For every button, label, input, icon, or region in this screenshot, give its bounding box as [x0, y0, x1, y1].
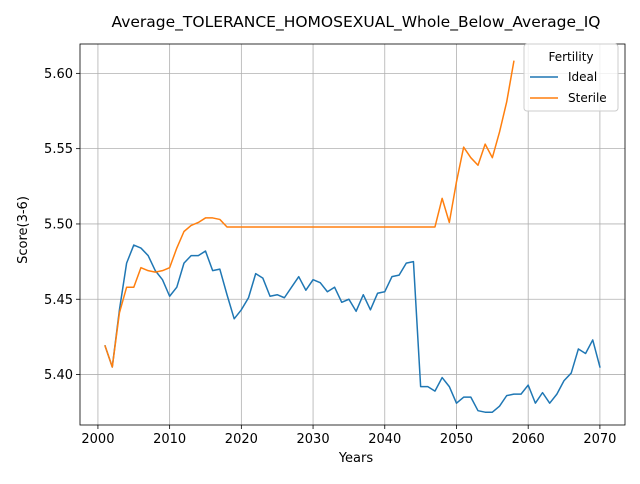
x-tick-label: 2050 — [440, 432, 473, 447]
y-tick-label: 5.45 — [44, 293, 73, 308]
y-tick-label: 5.55 — [44, 142, 73, 157]
plot-frame — [79, 43, 626, 426]
legend-box — [523, 43, 619, 112]
x-tick-label: 2000 — [81, 432, 114, 447]
y-tick-label: 5.60 — [44, 67, 73, 82]
legend-title: Fertility — [548, 50, 593, 64]
y-tick-label: 5.50 — [44, 217, 73, 232]
x-tick-label: 2060 — [512, 432, 545, 447]
axis-ticks: 2000 2010 2020 2030 2040 2050 2060 2070 5.40 5.45… — [44, 67, 616, 447]
legend: Fertility Ideal Sterile — [523, 43, 619, 112]
x-axis-label: Years — [338, 451, 374, 466]
plot-series — [104, 60, 601, 413]
legend-label-sterile: Sterile — [568, 91, 607, 105]
series-line-sterile — [104, 60, 515, 368]
legend-label-ideal: Ideal — [568, 70, 597, 84]
x-tick-label: 2020 — [225, 432, 258, 447]
chart-title: Average_TOLERANCE_HOMOSEXUAL_Whole_Below… — [112, 13, 601, 32]
x-tick-label: 2070 — [583, 432, 616, 447]
x-tick-label: 2030 — [297, 432, 330, 447]
y-axis-label: Score(3-6) — [16, 196, 31, 264]
series-line-ideal — [104, 244, 601, 413]
x-tick-label: 2040 — [368, 432, 401, 447]
x-tick-label: 2010 — [153, 432, 186, 447]
y-tick-label: 5.40 — [44, 368, 73, 383]
